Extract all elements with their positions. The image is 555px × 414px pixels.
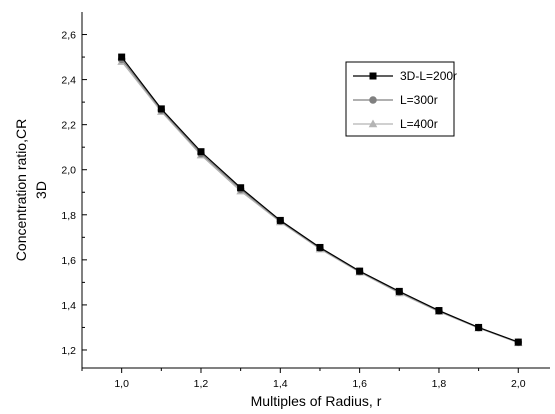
- y-tick-label: 1,4: [61, 300, 76, 312]
- y-tick-label: 2,6: [61, 30, 76, 42]
- legend: 3D-L=200r L=300r L=400r: [345, 61, 457, 137]
- data-point: [395, 287, 403, 295]
- axes: [81, 12, 550, 369]
- series-L=300r: [117, 55, 523, 347]
- x-tick-label: 1,8: [432, 378, 447, 390]
- legend-marker: [368, 119, 378, 128]
- x-tick-label: 1,0: [114, 378, 129, 390]
- x-axis-title: Multiples of Radius, r: [251, 393, 382, 409]
- y-tick-label: 1,6: [61, 255, 76, 267]
- legend-marker: [369, 96, 377, 104]
- x-tick-label: 1,4: [273, 378, 288, 390]
- series-L=400r: [117, 57, 523, 347]
- legend-marker: [369, 72, 377, 80]
- data-point: [276, 216, 284, 224]
- y-ticks: 1,2 1,4 1,6 1,8 2,0 2,2 2,4 2,6: [61, 30, 87, 357]
- data-point: [316, 243, 324, 251]
- y-axis-title: Concentration ratio,CR: [13, 119, 29, 261]
- legend-label: L=300r: [400, 93, 438, 107]
- y-tick-label: 2,0: [61, 165, 76, 177]
- data-point: [514, 338, 522, 346]
- data-point: [118, 53, 126, 61]
- legend-label: L=400r: [400, 117, 438, 131]
- y-tick-label: 2,2: [61, 120, 76, 132]
- y-tick-label: 1,2: [61, 345, 76, 357]
- data-point: [157, 105, 165, 113]
- data-point: [197, 148, 205, 156]
- series-3D-L=200r: [118, 53, 522, 346]
- series-line: [121, 61, 519, 344]
- series-line: [121, 58, 519, 343]
- y-tick-label: 1,8: [61, 210, 76, 222]
- data-point: [356, 267, 364, 275]
- data-point: [475, 323, 483, 331]
- x-tick-label: 1,6: [352, 378, 367, 390]
- data-point: [237, 184, 245, 192]
- y-axis-subscript: 3D: [33, 181, 49, 199]
- x-tick-label: 2,0: [511, 378, 526, 390]
- series-layer: [117, 53, 523, 347]
- series-line: [121, 56, 519, 343]
- y-tick-label: 2,4: [61, 75, 76, 87]
- data-point: [435, 307, 443, 315]
- legend-label: 3D-L=200r: [400, 69, 457, 83]
- x-tick-label: 1,2: [194, 378, 209, 390]
- x-ticks: 1,0 1,2 1,4 1,6 1,8 2,0: [81, 368, 526, 390]
